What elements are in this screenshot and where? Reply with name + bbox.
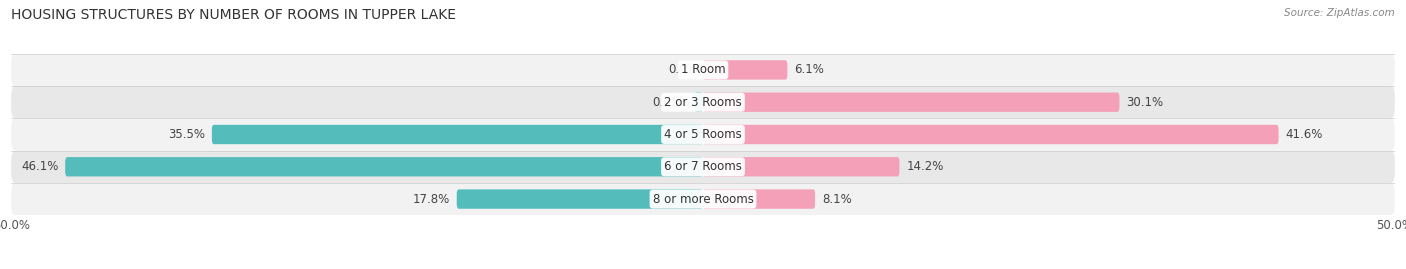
FancyBboxPatch shape <box>703 93 1119 112</box>
Text: 1 Room: 1 Room <box>681 63 725 76</box>
FancyBboxPatch shape <box>11 118 1395 151</box>
Text: 17.8%: 17.8% <box>412 193 450 206</box>
FancyBboxPatch shape <box>212 125 703 144</box>
Text: HOUSING STRUCTURES BY NUMBER OF ROOMS IN TUPPER LAKE: HOUSING STRUCTURES BY NUMBER OF ROOMS IN… <box>11 8 457 22</box>
Text: 6 or 7 Rooms: 6 or 7 Rooms <box>664 160 742 173</box>
Text: 4 or 5 Rooms: 4 or 5 Rooms <box>664 128 742 141</box>
Text: 6.1%: 6.1% <box>794 63 824 76</box>
FancyBboxPatch shape <box>703 125 1278 144</box>
Text: 0.0%: 0.0% <box>668 63 697 76</box>
Text: 0.61%: 0.61% <box>652 96 689 109</box>
Text: 2 or 3 Rooms: 2 or 3 Rooms <box>664 96 742 109</box>
Text: 46.1%: 46.1% <box>21 160 58 173</box>
FancyBboxPatch shape <box>703 189 815 209</box>
FancyBboxPatch shape <box>11 86 1395 118</box>
FancyBboxPatch shape <box>11 54 1395 86</box>
FancyBboxPatch shape <box>695 93 703 112</box>
FancyBboxPatch shape <box>11 151 1395 183</box>
FancyBboxPatch shape <box>703 157 900 176</box>
FancyBboxPatch shape <box>703 60 787 80</box>
Text: 35.5%: 35.5% <box>167 128 205 141</box>
Text: 8.1%: 8.1% <box>823 193 852 206</box>
FancyBboxPatch shape <box>11 183 1395 215</box>
Text: 8 or more Rooms: 8 or more Rooms <box>652 193 754 206</box>
Text: Source: ZipAtlas.com: Source: ZipAtlas.com <box>1284 8 1395 18</box>
Text: 41.6%: 41.6% <box>1285 128 1323 141</box>
FancyBboxPatch shape <box>65 157 703 176</box>
Text: 30.1%: 30.1% <box>1126 96 1164 109</box>
Text: 14.2%: 14.2% <box>907 160 943 173</box>
FancyBboxPatch shape <box>457 189 703 209</box>
